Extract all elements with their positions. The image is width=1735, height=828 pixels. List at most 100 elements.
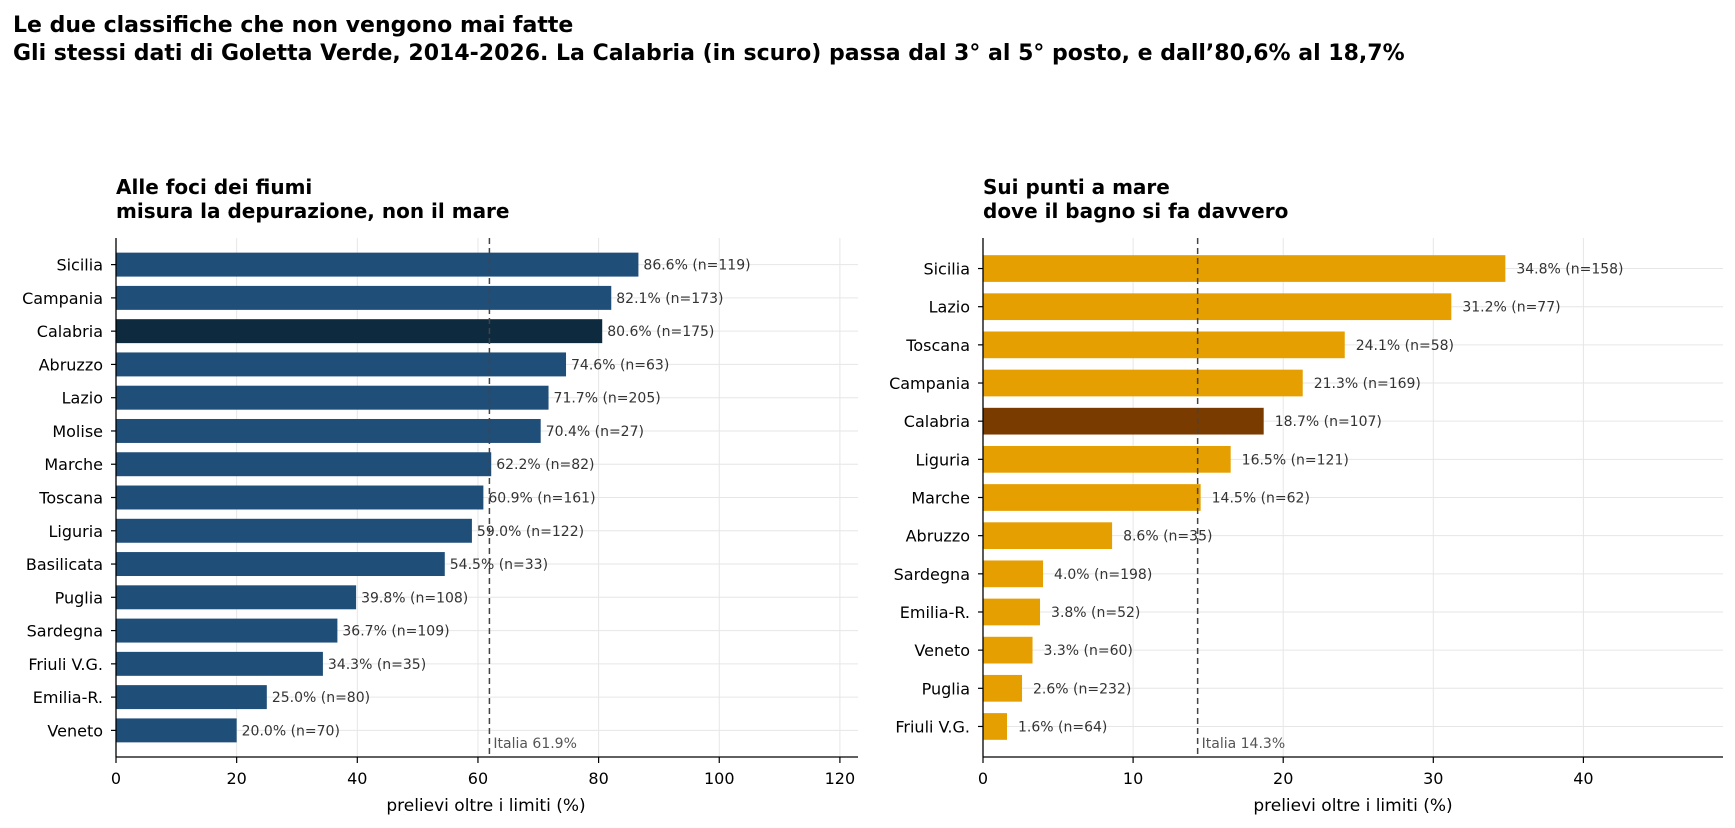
bar-mare-abruzzo	[983, 522, 1113, 550]
bar-foci-friuli-v-g	[116, 651, 323, 676]
category-label: Basilicata	[26, 555, 103, 574]
category-label: Sardegna	[27, 622, 103, 641]
category-label: Puglia	[55, 588, 103, 607]
category-label: Lazio	[929, 298, 970, 317]
bar-value-label: 20.0% (n=70)	[242, 723, 340, 739]
figure-subtitle: Gli stessi dati di Goletta Verde, 2014-2…	[13, 41, 1405, 66]
bar-value-label: 25.0% (n=80)	[272, 690, 370, 706]
x-tick-label: 120	[825, 769, 856, 788]
bar-foci-emilia-r	[116, 685, 267, 710]
category-label: Veneto	[47, 721, 103, 740]
category-label: Calabria	[37, 322, 103, 341]
bar-foci-basilicata	[116, 552, 445, 577]
category-label: Marche	[44, 455, 103, 474]
bar-value-label: 16.5% (n=121)	[1242, 452, 1349, 468]
bar-value-label: 4.0% (n=198)	[1054, 567, 1152, 583]
x-tick-label: 20	[1273, 769, 1293, 788]
bar-value-label: 3.8% (n=52)	[1051, 605, 1140, 621]
category-label: Emilia-R.	[33, 688, 103, 707]
panel-title-foci-line2: misura la depurazione, non il mare	[116, 199, 510, 223]
bar-mare-marche	[983, 484, 1201, 511]
bar-value-label: 14.5% (n=62)	[1212, 491, 1310, 507]
bar-mare-veneto	[983, 636, 1033, 664]
bar-value-label: 3.3% (n=60)	[1044, 643, 1133, 659]
reference-label-italia: Italia 14.3%	[1202, 736, 1285, 752]
figure-title: Le due classifiche che non vengono mai f…	[13, 13, 573, 38]
chart-panel-mare: Sui punti a mare dove il bagno si fa dav…	[889, 175, 1723, 816]
x-tick-label: 10	[1123, 769, 1143, 788]
category-label: Abruzzo	[39, 355, 103, 374]
bar-foci-puglia	[116, 585, 357, 610]
category-label: Molise	[52, 422, 103, 441]
x-tick-label: 100	[704, 769, 735, 788]
category-label: Sicilia	[923, 260, 970, 279]
bar-foci-toscana	[116, 485, 484, 510]
chart-panel-foci: Alle foci dei fiumi misura la depurazion…	[22, 175, 858, 816]
x-tick-label: 30	[1423, 769, 1443, 788]
x-tick-label: 40	[1573, 769, 1593, 788]
bar-mare-sardegna	[983, 560, 1044, 588]
category-label: Lazio	[62, 389, 103, 408]
category-label: Marche	[911, 489, 970, 508]
bar-value-label: 18.7% (n=107)	[1275, 414, 1382, 430]
bar-mare-sicilia	[983, 255, 1506, 282]
category-label: Sardegna	[894, 565, 970, 584]
category-label: Toscana	[38, 489, 103, 508]
x-tick-label: 20	[226, 769, 246, 788]
bar-value-label: 1.6% (n=64)	[1018, 719, 1107, 735]
category-label: Calabria	[904, 412, 970, 431]
reference-label-italia: Italia 61.9%	[493, 736, 576, 752]
bar-foci-marche	[116, 452, 492, 477]
bar-value-label: 74.6% (n=63)	[571, 357, 669, 373]
bar-value-label: 2.6% (n=232)	[1033, 681, 1131, 697]
bar-foci-veneto	[116, 718, 237, 743]
bar-mare-campania	[983, 369, 1303, 397]
category-label: Puglia	[922, 679, 970, 698]
bar-value-label: 34.3% (n=35)	[328, 657, 426, 673]
x-tick-label: 60	[468, 769, 488, 788]
category-label: Toscana	[905, 336, 970, 355]
category-label: Friuli V.G.	[895, 717, 970, 736]
category-label: Abruzzo	[906, 527, 970, 546]
bar-value-label: 21.3% (n=169)	[1314, 376, 1421, 392]
x-axis-label-mare: prelievi oltre i limiti (%)	[1253, 796, 1452, 816]
bar-value-label: 60.9% (n=161)	[488, 491, 595, 507]
bar-mare-emilia-r	[983, 598, 1041, 626]
bar-mare-puglia	[983, 674, 1023, 702]
x-tick-label: 0	[111, 769, 121, 788]
bar-foci-sardegna	[116, 618, 338, 643]
bar-value-label: 54.5% (n=33)	[450, 557, 548, 573]
panel-title-mare-line2: dove il bagno si fa davvero	[983, 199, 1288, 223]
bar-foci-calabria	[116, 319, 603, 344]
bar-value-label: 36.7% (n=109)	[342, 624, 449, 640]
bar-value-label: 59.0% (n=122)	[477, 524, 584, 540]
category-label: Veneto	[914, 641, 970, 660]
bar-value-label: 34.8% (n=158)	[1516, 262, 1623, 278]
bar-value-label: 31.2% (n=77)	[1462, 300, 1560, 316]
category-label: Liguria	[49, 522, 103, 541]
panel-title-mare-line1: Sui punti a mare	[983, 175, 1170, 199]
category-label: Emilia-R.	[900, 603, 970, 622]
category-label: Campania	[22, 289, 103, 308]
x-tick-label: 0	[978, 769, 988, 788]
bar-value-label: 82.1% (n=173)	[616, 291, 723, 307]
x-tick-label: 80	[588, 769, 608, 788]
bar-value-label: 39.8% (n=108)	[361, 590, 468, 606]
bar-mare-lazio	[983, 293, 1452, 321]
category-label: Campania	[889, 374, 970, 393]
x-tick-label: 40	[347, 769, 367, 788]
bar-foci-lazio	[116, 385, 549, 410]
bar-value-label: 70.4% (n=27)	[546, 424, 644, 440]
bar-foci-liguria	[116, 518, 472, 543]
bar-foci-campania	[116, 285, 612, 310]
x-axis-label-foci: prelievi oltre i limiti (%)	[386, 796, 585, 816]
bar-value-label: 71.7% (n=205)	[554, 391, 661, 407]
category-label: Liguria	[916, 450, 970, 469]
bar-mare-toscana	[983, 331, 1345, 359]
category-label: Sicilia	[56, 256, 103, 275]
bar-value-label: 80.6% (n=175)	[607, 324, 714, 340]
bar-mare-calabria	[983, 407, 1264, 435]
bar-foci-abruzzo	[116, 352, 567, 377]
bar-value-label: 8.6% (n=35)	[1123, 529, 1212, 545]
